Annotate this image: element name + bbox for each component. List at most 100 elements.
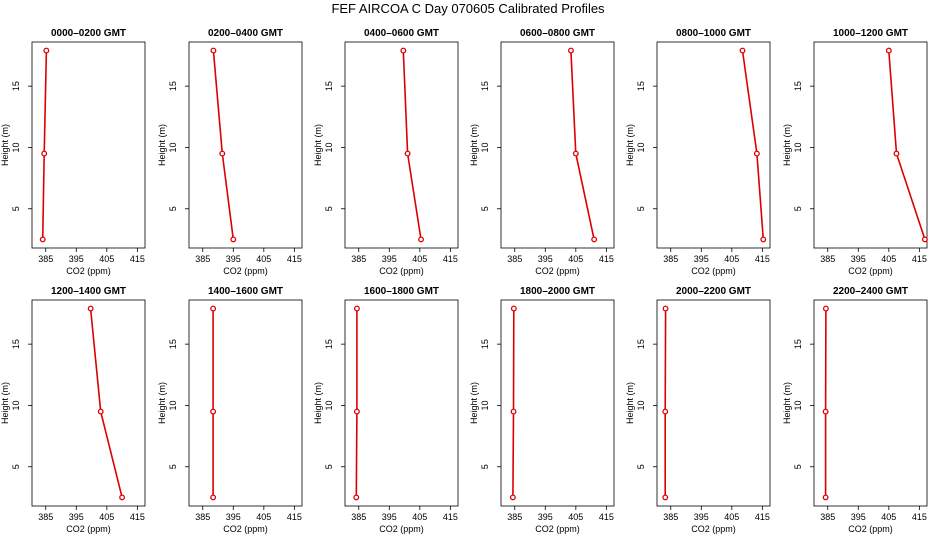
y-tick-label: 10 bbox=[636, 400, 646, 410]
profile-line bbox=[570, 50, 595, 240]
chart-panel-5: 0800–1000 GMT 385 395 405 415 5 10 15 CO2 (ppm) H… bbox=[625, 28, 771, 276]
profile-line bbox=[89, 308, 123, 498]
x-tick-label: 405 bbox=[568, 254, 583, 264]
y-axis-label: Height (m) bbox=[313, 124, 323, 166]
x-tick-label: 405 bbox=[256, 254, 271, 264]
data-point bbox=[418, 236, 424, 243]
panel-title: 0800–1000 GMT bbox=[676, 28, 751, 39]
data-point bbox=[510, 305, 517, 312]
panel-title: 1200–1400 GMT bbox=[51, 286, 126, 297]
data-point bbox=[893, 150, 900, 157]
x-tick-label: 415 bbox=[912, 512, 927, 522]
y-axis-label: Height (m) bbox=[625, 124, 635, 166]
chart-panel-4: 0600–0800 GMT 385 395 405 415 5 10 15 CO2 (ppm) H… bbox=[469, 28, 615, 276]
y-tick-label: 10 bbox=[793, 142, 803, 152]
y-tick-label: 15 bbox=[793, 81, 803, 91]
data-point bbox=[353, 305, 360, 312]
data-point bbox=[43, 47, 50, 54]
plot-frame bbox=[813, 299, 928, 507]
x-tick-label: 395 bbox=[694, 254, 709, 264]
x-tick-label: 405 bbox=[881, 512, 896, 522]
panel-title: 0200–0400 GMT bbox=[208, 28, 283, 39]
data-point bbox=[230, 236, 237, 243]
x-tick-label: 405 bbox=[881, 254, 896, 264]
data-point bbox=[822, 494, 829, 501]
data-point bbox=[353, 494, 360, 501]
figure-title: FEF AIRCOA C Day 070605 Calibrated Profi… bbox=[331, 1, 605, 16]
plot-frame bbox=[188, 41, 303, 249]
plot-frame bbox=[31, 41, 146, 249]
data-point bbox=[210, 47, 217, 54]
chart-panel-11: 2000–2200 GMT 385 395 405 415 5 10 15 CO2 (ppm) H… bbox=[625, 286, 771, 534]
data-point bbox=[662, 408, 669, 415]
y-tick-label: 15 bbox=[11, 81, 21, 91]
x-tick-label: 395 bbox=[69, 254, 84, 264]
plot-frame bbox=[344, 41, 459, 249]
x-axis-label: CO2 (ppm) bbox=[66, 266, 111, 276]
chart-panel-8: 1400–1600 GMT 385 395 405 415 5 10 15 CO2 (ppm) H… bbox=[157, 286, 303, 534]
x-tick-label: 405 bbox=[99, 512, 114, 522]
y-tick-label: 10 bbox=[168, 142, 178, 152]
y-tick-label: 15 bbox=[793, 339, 803, 349]
data-point bbox=[510, 408, 517, 415]
x-axis-label: CO2 (ppm) bbox=[223, 524, 268, 534]
y-axis-label: Height (m) bbox=[782, 124, 792, 166]
plot-frame bbox=[344, 299, 459, 507]
x-axis-label: CO2 (ppm) bbox=[691, 266, 736, 276]
y-tick-label: 10 bbox=[324, 400, 334, 410]
plot-frame bbox=[656, 41, 771, 249]
x-axis-label: CO2 (ppm) bbox=[66, 524, 111, 534]
panel-title: 1000–1200 GMT bbox=[833, 28, 908, 39]
y-tick-label: 15 bbox=[324, 339, 334, 349]
y-tick-label: 5 bbox=[324, 206, 334, 211]
profile-line bbox=[512, 308, 515, 498]
x-tick-label: 385 bbox=[351, 254, 366, 264]
data-point bbox=[39, 236, 46, 243]
x-tick-label: 395 bbox=[226, 512, 241, 522]
y-axis-label: Height (m) bbox=[313, 382, 323, 424]
x-axis-label: CO2 (ppm) bbox=[379, 524, 424, 534]
y-tick-label: 15 bbox=[480, 81, 490, 91]
x-axis-label: CO2 (ppm) bbox=[691, 524, 736, 534]
y-tick-label: 5 bbox=[11, 464, 21, 469]
y-tick-label: 15 bbox=[636, 339, 646, 349]
x-axis-label: CO2 (ppm) bbox=[535, 266, 580, 276]
y-tick-label: 10 bbox=[168, 400, 178, 410]
panel-title: 1800–2000 GMT bbox=[520, 286, 595, 297]
data-point bbox=[219, 150, 226, 157]
data-point bbox=[739, 47, 746, 54]
chart-panel-3: 0400–0600 GMT 385 395 405 415 5 10 15 CO2 (ppm) H… bbox=[313, 28, 459, 276]
x-tick-label: 395 bbox=[382, 512, 397, 522]
y-tick-label: 10 bbox=[636, 142, 646, 152]
x-tick-label: 385 bbox=[351, 512, 366, 522]
x-tick-label: 385 bbox=[507, 512, 522, 522]
y-tick-label: 5 bbox=[793, 464, 803, 469]
panel-title: 2200–2400 GMT bbox=[833, 286, 908, 297]
y-tick-label: 10 bbox=[11, 400, 21, 410]
y-tick-label: 10 bbox=[793, 400, 803, 410]
data-point bbox=[210, 305, 217, 312]
x-tick-label: 415 bbox=[599, 254, 614, 264]
data-point bbox=[753, 150, 760, 157]
x-tick-label: 405 bbox=[412, 254, 427, 264]
panel-title: 0600–0800 GMT bbox=[520, 28, 595, 39]
x-axis-label: CO2 (ppm) bbox=[379, 266, 424, 276]
y-tick-label: 5 bbox=[168, 206, 178, 211]
x-tick-label: 405 bbox=[568, 512, 583, 522]
x-tick-label: 385 bbox=[820, 254, 835, 264]
profile-line bbox=[741, 50, 765, 240]
y-tick-label: 10 bbox=[324, 142, 334, 152]
x-tick-label: 395 bbox=[226, 254, 241, 264]
y-tick-label: 5 bbox=[636, 464, 646, 469]
profile-line bbox=[212, 50, 235, 240]
x-tick-label: 385 bbox=[507, 254, 522, 264]
y-tick-label: 15 bbox=[168, 339, 178, 349]
data-point bbox=[400, 47, 407, 54]
x-tick-label: 385 bbox=[38, 254, 53, 264]
y-axis-label: Height (m) bbox=[0, 382, 10, 424]
x-tick-label: 385 bbox=[38, 512, 53, 522]
y-tick-label: 15 bbox=[636, 81, 646, 91]
data-point bbox=[97, 408, 104, 415]
y-tick-label: 15 bbox=[480, 339, 490, 349]
